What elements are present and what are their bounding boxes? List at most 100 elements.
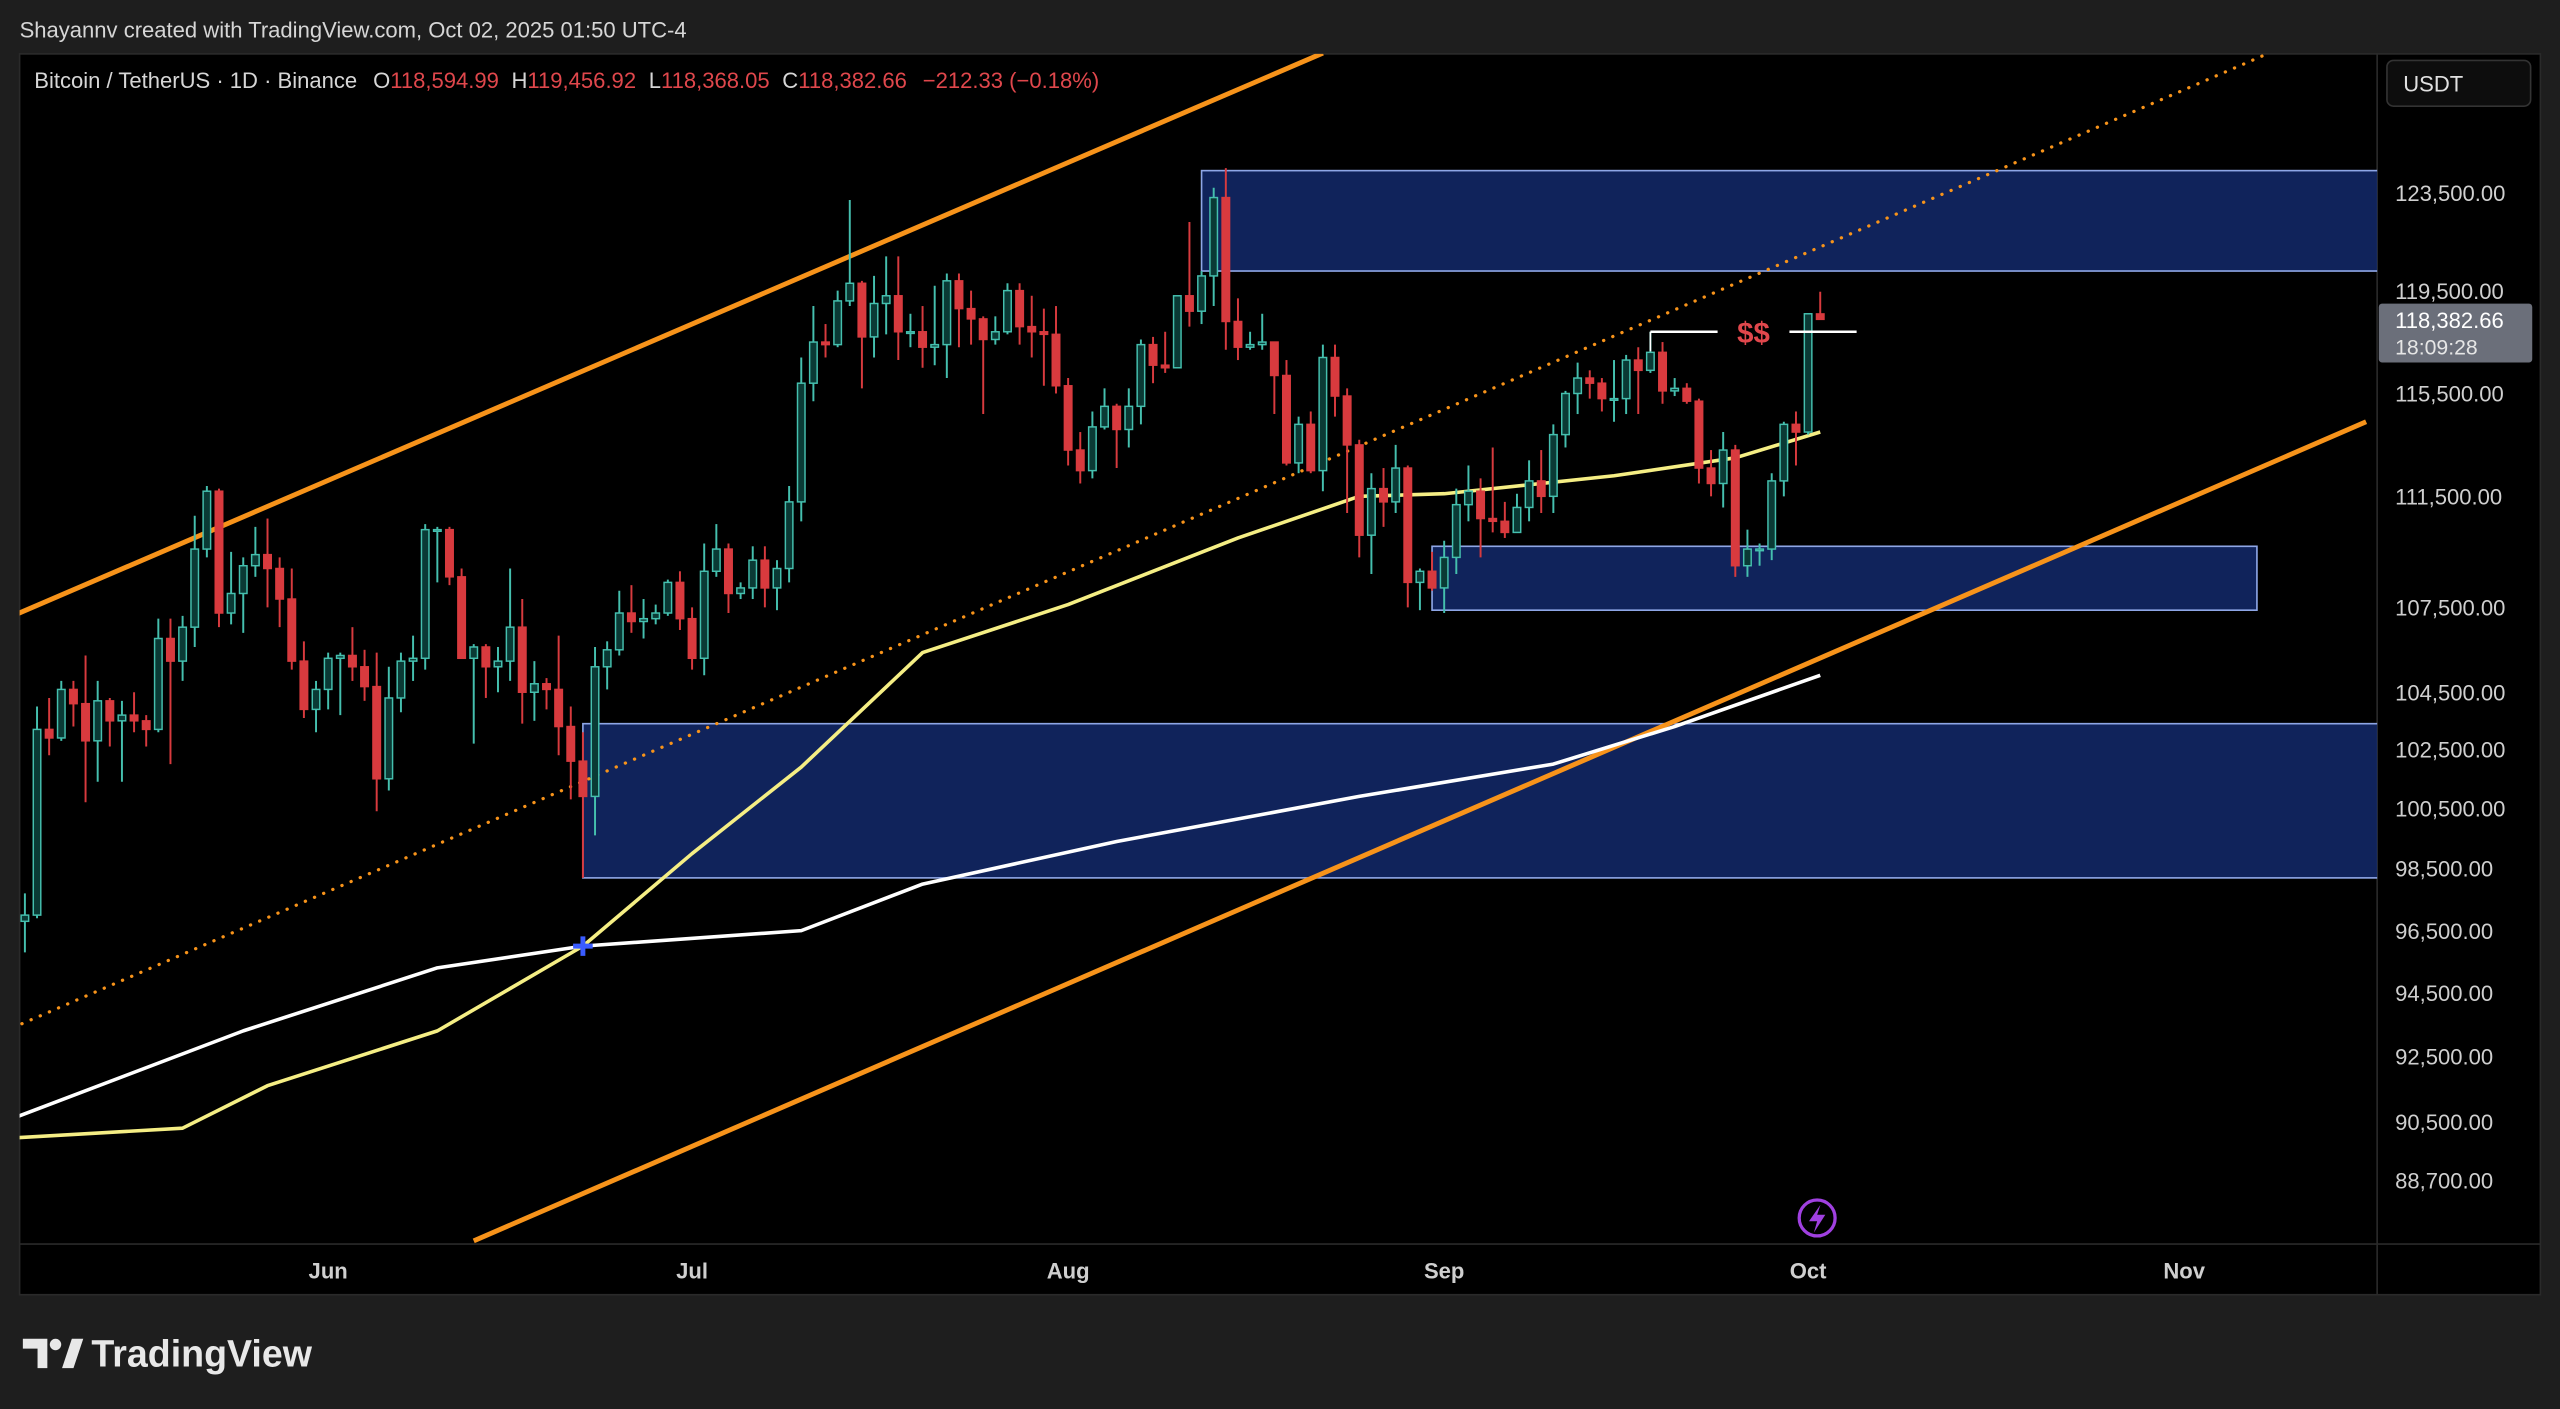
candle	[893, 256, 903, 361]
lightning-icon[interactable]	[1797, 1198, 1837, 1238]
candle-body	[1524, 480, 1534, 509]
y-tick-label: 92,500.00	[2395, 1045, 2493, 1070]
candle	[1075, 432, 1085, 484]
candle-body	[942, 280, 952, 346]
candle	[1039, 308, 1049, 386]
candle-body	[1269, 341, 1279, 377]
candle-body	[44, 728, 54, 739]
candle	[263, 518, 273, 608]
candle-body	[1560, 392, 1570, 436]
candle	[1160, 331, 1170, 373]
candle	[833, 290, 843, 348]
candle	[857, 280, 867, 389]
candle	[978, 316, 988, 415]
candle	[493, 646, 503, 693]
candle	[214, 488, 224, 628]
candle-body	[566, 725, 576, 762]
candle	[1718, 432, 1728, 508]
candle	[1354, 439, 1364, 558]
x-axis-ticks: Jun Jul Aug Sep Oct Nov	[309, 1258, 2206, 1283]
candle	[1524, 460, 1534, 522]
candle	[1366, 473, 1376, 575]
candle	[614, 590, 624, 656]
candle	[687, 607, 697, 670]
candle-body	[1779, 423, 1789, 482]
candle	[1536, 450, 1546, 513]
candle-body	[966, 307, 976, 320]
change-value: −212.33 (−0.18%)	[923, 68, 1099, 93]
candle-body	[153, 637, 163, 731]
candle-body	[1536, 480, 1546, 498]
close-value: 118,382.66	[798, 68, 907, 93]
candle-body	[796, 382, 806, 503]
cross-marker-icon	[573, 936, 593, 956]
candle-body	[1063, 385, 1073, 451]
candle	[517, 599, 527, 724]
candle-body	[1585, 377, 1595, 384]
candle	[1002, 283, 1012, 335]
candle	[432, 526, 442, 583]
candle-body	[990, 331, 1000, 341]
candle	[1318, 344, 1328, 492]
candle	[384, 666, 394, 791]
candle-body	[1767, 480, 1777, 550]
close-label: C	[782, 68, 798, 93]
candle	[1439, 540, 1449, 614]
candle-body	[1100, 405, 1110, 428]
candle	[1803, 313, 1813, 435]
candle-body	[1281, 374, 1291, 464]
currency-button[interactable]: USDT	[2386, 59, 2532, 107]
trendlines-layer	[19, 53, 2368, 1244]
candle-body	[1658, 351, 1668, 392]
tradingview-logo[interactable]: TradingView	[22, 1333, 313, 1375]
open-label: O	[373, 68, 390, 93]
candle	[1791, 411, 1801, 466]
y-tick-label: 90,500.00	[2395, 1110, 2493, 1135]
candle-body	[821, 341, 831, 346]
candle	[845, 200, 855, 307]
candle	[1488, 447, 1498, 533]
time-axis[interactable]	[19, 1244, 2541, 1295]
candle-body	[651, 612, 661, 620]
price-axis[interactable]	[2377, 53, 2541, 1245]
symbol-title[interactable]: Bitcoin / TetherUS · 1D · Binance	[34, 68, 357, 93]
candle	[93, 680, 103, 782]
candle-body	[1742, 548, 1752, 567]
candle-body	[978, 318, 988, 341]
candle	[966, 290, 976, 345]
candle-body	[1148, 343, 1158, 366]
candle	[796, 357, 806, 522]
logo-text: TradingView	[91, 1333, 312, 1375]
x-tick-label: Jun	[309, 1258, 348, 1283]
candle	[299, 641, 309, 718]
candle	[1148, 336, 1158, 384]
candle	[1755, 543, 1765, 566]
candle-body	[165, 637, 175, 662]
candle-body	[299, 660, 309, 711]
candle-body	[1075, 449, 1085, 472]
candle-body	[1609, 397, 1619, 401]
candle	[954, 273, 964, 348]
candle-body	[360, 666, 370, 688]
candle-body	[444, 528, 454, 578]
candle-body	[626, 612, 636, 623]
x-tick-label: Sep	[1424, 1258, 1464, 1283]
candle-body	[1548, 433, 1558, 498]
y-tick-label: 94,500.00	[2395, 981, 2493, 1006]
candle-body	[869, 302, 879, 338]
candle-body	[1209, 196, 1219, 277]
liquidity-label: $$	[1737, 317, 1770, 350]
y-tick-label: 102,500.00	[2395, 738, 2505, 763]
y-tick-label: 107,500.00	[2395, 596, 2505, 621]
candle	[129, 692, 139, 733]
y-tick-label: 115,500.00	[2395, 382, 2504, 407]
candle	[238, 557, 248, 633]
candle-body	[1136, 343, 1146, 408]
candle	[190, 515, 200, 647]
candle-body	[481, 646, 491, 668]
candle-body	[323, 657, 333, 691]
candle-body	[699, 570, 709, 660]
candle-body	[250, 553, 260, 567]
candle	[153, 618, 163, 733]
